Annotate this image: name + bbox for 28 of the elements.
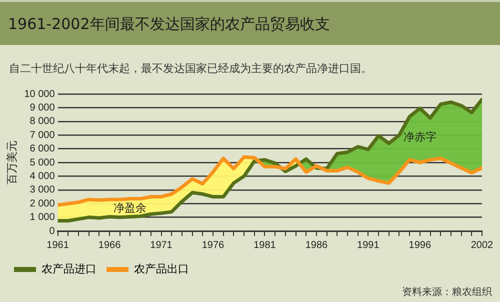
x-tick-label: 1966 [98,240,122,251]
text: 资料来源：粮农组织 [402,286,492,299]
x-tick-label: 1961 [46,240,70,251]
annotation: 净盈余 [113,201,146,214]
chart-subtitle: 自二十世纪八十年代末起，最不发达国家已经成为主要的农产品净进口国。 [9,61,372,76]
y-tick-label: 0 [49,226,56,237]
x-tick-label: 1971 [150,240,173,251]
x-tick-label: 1991 [357,240,380,251]
annotation: 净赤字 [404,130,437,144]
y-tick-label: 6 000 [30,144,56,155]
x-tick-label: 1981 [254,240,276,251]
x-tick-label: 1986 [305,240,328,251]
y-tick-label: 4 000 [30,170,56,182]
y-tick-label: 9 000 [30,102,56,114]
y-tick-label: 7 000 [30,130,56,141]
y-tick-label: 1 000 [30,212,56,224]
legend-label: 农产品出口 [134,262,189,276]
y-tick-label: 5 000 [30,157,56,168]
legend-label: 农产品进口 [42,262,96,276]
y-axis-title: 百万美元 [6,140,19,184]
y-tick-label: 2 000 [30,198,56,210]
x-tick-label: 1996 [408,240,432,251]
y-tick-label: 8 000 [30,116,56,128]
x-tick-label: 2002 [470,240,494,251]
chart-title: 1961-2002年间最不发达国家的农产品贸易收支 [8,15,330,34]
x-tick-label: 1976 [202,240,225,251]
y-tick-label: 3 000 [30,184,56,196]
y-tick-label: 10 000 [24,88,56,100]
